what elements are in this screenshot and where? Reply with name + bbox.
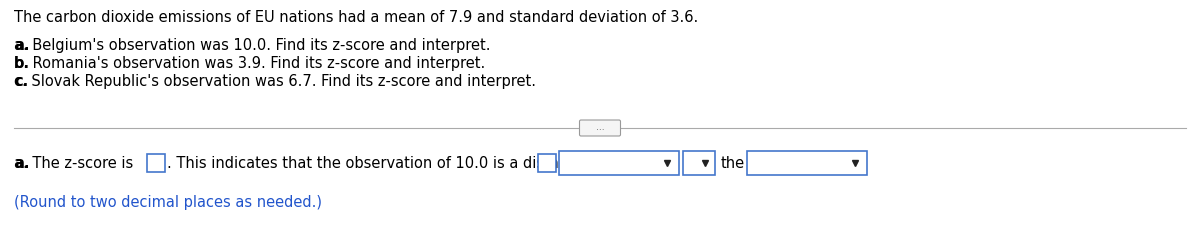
Text: a. Belgium's observation was 10.0. Find its z-score and interpret.: a. Belgium's observation was 10.0. Find … <box>14 38 491 53</box>
Text: b. Romania's observation was 3.9. Find its z-score and interpret.: b. Romania's observation was 3.9. Find i… <box>14 56 485 71</box>
FancyBboxPatch shape <box>580 120 620 136</box>
FancyBboxPatch shape <box>538 154 556 172</box>
Text: . This indicates that the observation of 10.0 is a distance of: . This indicates that the observation of… <box>167 156 604 171</box>
Text: the: the <box>721 156 745 171</box>
Text: (Round to two decimal places as needed.): (Round to two decimal places as needed.) <box>14 195 322 210</box>
FancyBboxPatch shape <box>746 151 866 175</box>
Text: a.: a. <box>14 156 30 171</box>
FancyBboxPatch shape <box>559 151 679 175</box>
Text: b.: b. <box>14 56 30 71</box>
FancyBboxPatch shape <box>683 151 715 175</box>
Text: a. The z-score is: a. The z-score is <box>14 156 133 171</box>
Text: c.: c. <box>14 74 29 89</box>
Text: ...: ... <box>595 123 605 133</box>
Text: a.: a. <box>14 38 30 53</box>
Text: c. Slovak Republic's observation was 6.7. Find its z-score and interpret.: c. Slovak Republic's observation was 6.7… <box>14 74 536 89</box>
Text: The carbon dioxide emissions of EU nations had a mean of 7.9 and standard deviat: The carbon dioxide emissions of EU natio… <box>14 10 698 25</box>
FancyBboxPatch shape <box>148 154 166 172</box>
